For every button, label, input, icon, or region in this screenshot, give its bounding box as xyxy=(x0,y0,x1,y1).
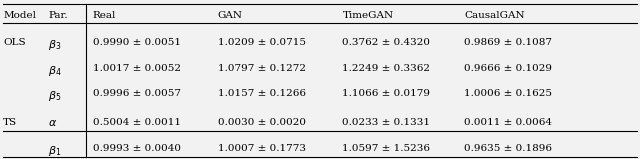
Text: Real: Real xyxy=(93,11,116,20)
Text: TS: TS xyxy=(3,118,17,128)
Text: $\beta_5$: $\beta_5$ xyxy=(48,89,61,103)
Text: $\alpha$: $\alpha$ xyxy=(48,118,57,128)
Text: 0.9990 ± 0.0051: 0.9990 ± 0.0051 xyxy=(93,38,181,47)
Text: 0.9869 ± 0.1087: 0.9869 ± 0.1087 xyxy=(464,38,552,47)
Text: $\beta_4$: $\beta_4$ xyxy=(48,64,61,78)
Text: TimeGAN: TimeGAN xyxy=(342,11,394,20)
Text: 0.5004 ± 0.0011: 0.5004 ± 0.0011 xyxy=(93,118,181,128)
Text: 1.0006 ± 0.1625: 1.0006 ± 0.1625 xyxy=(464,89,552,98)
Text: 1.2249 ± 0.3362: 1.2249 ± 0.3362 xyxy=(342,64,431,73)
Text: 1.0597 ± 1.5236: 1.0597 ± 1.5236 xyxy=(342,144,431,153)
Text: 0.9996 ± 0.0057: 0.9996 ± 0.0057 xyxy=(93,89,181,98)
Text: 1.0209 ± 0.0715: 1.0209 ± 0.0715 xyxy=(218,38,306,47)
Text: Model: Model xyxy=(3,11,36,20)
Text: 1.0797 ± 0.1272: 1.0797 ± 0.1272 xyxy=(218,64,306,73)
Text: 0.0030 ± 0.0020: 0.0030 ± 0.0020 xyxy=(218,118,306,128)
Text: 0.3762 ± 0.4320: 0.3762 ± 0.4320 xyxy=(342,38,431,47)
Text: $\beta_3$: $\beta_3$ xyxy=(48,38,61,52)
Text: OLS: OLS xyxy=(3,38,26,47)
Text: 0.9993 ± 0.0040: 0.9993 ± 0.0040 xyxy=(93,144,181,153)
Text: 1.0017 ± 0.0052: 1.0017 ± 0.0052 xyxy=(93,64,181,73)
Text: 1.0157 ± 0.1266: 1.0157 ± 0.1266 xyxy=(218,89,306,98)
Text: 0.0011 ± 0.0064: 0.0011 ± 0.0064 xyxy=(464,118,552,128)
Text: $\beta_1$: $\beta_1$ xyxy=(48,144,61,158)
Text: 1.0007 ± 0.1773: 1.0007 ± 0.1773 xyxy=(218,144,306,153)
Text: GAN: GAN xyxy=(218,11,243,20)
Text: 0.0233 ± 0.1331: 0.0233 ± 0.1331 xyxy=(342,118,431,128)
Text: 0.9635 ± 0.1896: 0.9635 ± 0.1896 xyxy=(464,144,552,153)
Text: 0.9666 ± 0.1029: 0.9666 ± 0.1029 xyxy=(464,64,552,73)
Text: Par.: Par. xyxy=(48,11,68,20)
Text: CausalGAN: CausalGAN xyxy=(464,11,525,20)
Text: 1.1066 ± 0.0179: 1.1066 ± 0.0179 xyxy=(342,89,431,98)
